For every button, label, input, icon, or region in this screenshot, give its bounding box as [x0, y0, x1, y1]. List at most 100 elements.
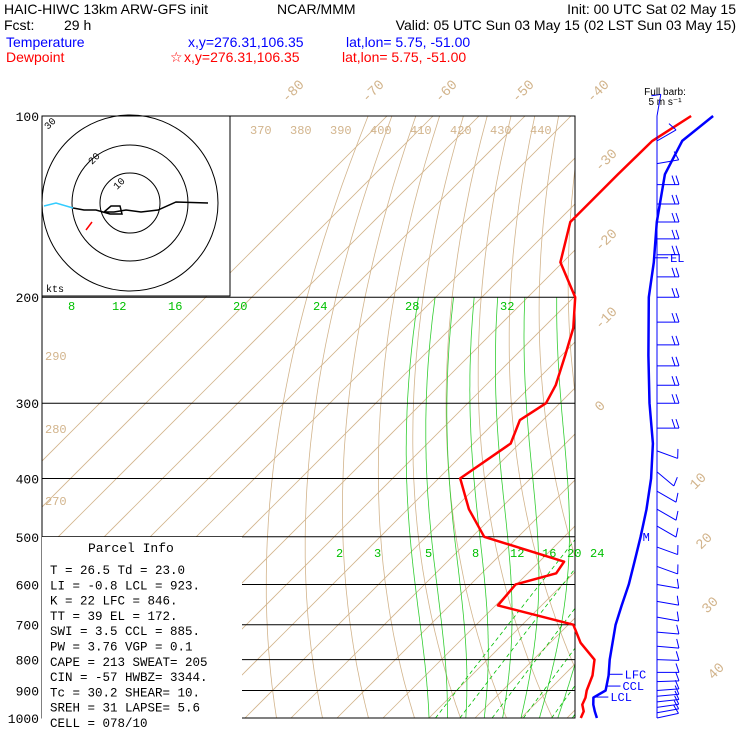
hodograph-trace [72, 201, 209, 215]
wind-barb-staff [656, 699, 679, 703]
dry-adiabat [701, 116, 740, 718]
lfc-label: LFC [625, 668, 647, 682]
mixing-ratio-label: 28 [405, 300, 419, 314]
mixing-ratio-label: 20 [567, 547, 581, 561]
isotherm-label: 40 [705, 660, 728, 683]
wind-barb-staff [656, 159, 679, 165]
hodograph-frame [41, 115, 231, 297]
wind-barb-flag [673, 476, 678, 487]
wind-barb-flag [671, 194, 676, 205]
isotherm-label: -60 [432, 77, 461, 106]
wind-barb-staff [656, 688, 679, 691]
wind-barb-flag [675, 175, 680, 185]
hodograph-unit-label: kts [46, 284, 64, 296]
theta-label: 380 [290, 124, 312, 138]
wind-barb-staff [656, 600, 679, 606]
wind-barb-flag [671, 245, 676, 255]
wind-barb-flag [674, 685, 680, 695]
temperature-xy: x,y=276.31,106.35 [188, 34, 304, 50]
mixing-ratio-label: 32 [500, 300, 514, 314]
wind-barb-flag [675, 418, 680, 429]
moist-adiabat [613, 297, 740, 718]
parcel-info-panel: Parcel Info T = 26.5 Td = 23.0LI = -0.8 L… [42, 537, 242, 737]
isotherm-label: 10 [687, 470, 710, 493]
valid-time: Valid: 05 UTC Sun 03 May 15 (02 LST Sun … [396, 17, 736, 33]
isotherm [42, 116, 526, 600]
wind-barb-flag [676, 611, 680, 622]
parcel-info-title: Parcel Info [88, 541, 174, 556]
mixing-ratio-line [435, 539, 575, 718]
wind-barb-staff [656, 129, 677, 142]
moist-adiabat [557, 662, 575, 718]
parcel-info-row: SWI = 3.5 CCL = 885. [50, 625, 200, 639]
wind-barb-flag [675, 394, 680, 404]
theta-label: 400 [370, 124, 392, 138]
wind-barb-staff [656, 525, 677, 538]
wind-barb-flag [674, 690, 680, 700]
mixing-ratio-label: 20 [233, 300, 247, 314]
wind-barb-flag [675, 312, 680, 323]
mixing-ratio-label: 3 [374, 547, 381, 561]
isotherm [659, 116, 740, 718]
wind-barb-staff [656, 583, 679, 589]
dewpoint-legend-label: Dewpoint [6, 49, 64, 65]
dewpoint-trace [458, 114, 692, 719]
dry-adiabat [304, 116, 393, 718]
theta-label: 290 [45, 350, 67, 364]
pressure-tick-label: 800 [16, 654, 39, 669]
isotherm [290, 433, 575, 718]
parcel-info-row: CAPE = 213 SWEAT= 205 [50, 656, 208, 670]
moist-adiabat [539, 297, 570, 718]
dry-adiabat [477, 116, 553, 718]
isotherm [42, 116, 480, 554]
theta-label: 280 [45, 423, 67, 437]
wind-barb-flag [675, 651, 680, 661]
isotherm-label: 0 [592, 398, 609, 415]
hodograph-ring [41, 114, 219, 292]
wind-barb-flag [671, 288, 676, 298]
wind-barb-staff [656, 631, 679, 635]
mixing-ratio-label: 24 [313, 300, 327, 314]
wind-barb-flag [675, 671, 680, 681]
isotherm-label: 20 [693, 530, 716, 553]
wind-barb-flag [675, 492, 679, 503]
parcel-info-row: SREH = 31 LAPSE= 5.6 [50, 702, 200, 716]
dry-adiabat [265, 116, 369, 718]
isotherm [198, 341, 575, 718]
isotherm [42, 116, 434, 508]
init-time: Init: 00 UTC Sat 02 May 15 [567, 1, 736, 17]
model-title: HAIC-HIWC 13km ARW-GFS init [4, 1, 208, 17]
isotherm-label: -30 [592, 146, 621, 175]
hodograph-surface-trace [43, 202, 74, 209]
parcel-info-row: LI = -0.8 LCL = 923. [50, 579, 200, 593]
lcl-label: LCL [610, 691, 632, 705]
wind-barb-flag [671, 394, 676, 404]
parcel-info-row: CIN = -57 HWBZ= 3344. [50, 671, 208, 685]
moist-adiabat [469, 297, 489, 718]
mixing-ratio-label: 8 [472, 547, 479, 561]
isotherm-label: -50 [509, 77, 538, 106]
dry-adiabat [538, 116, 575, 558]
dry-adiabat [676, 116, 740, 718]
isotherm [613, 116, 740, 718]
wind-barb-flag [675, 510, 679, 521]
pressure-tick-label: 500 [16, 531, 39, 546]
model-source: NCAR/MMM [277, 1, 356, 17]
wind-barb-staff [656, 616, 679, 622]
temperature-legend-label: Temperature [6, 34, 85, 50]
dry-adiabat [650, 116, 740, 718]
wind-barb-flag [675, 376, 680, 386]
wind-barb-staff [656, 659, 680, 661]
mixing-ratio-line [491, 607, 575, 718]
wind-barb-flag [675, 288, 680, 298]
pressure-tick-label: 700 [16, 619, 39, 634]
wind-barb-flag [671, 335, 676, 346]
chart-header: HAIC-HIWC 13km ARW-GFS init NCAR/MMM Ini… [4, 1, 736, 108]
wind-barb-staff [656, 94, 662, 117]
isotherm-label: -70 [359, 77, 388, 106]
parcel-info-row: T = 26.5 Td = 23.0 [50, 564, 185, 578]
isotherm [520, 663, 575, 718]
pressure-tick-label: 100 [16, 110, 39, 125]
